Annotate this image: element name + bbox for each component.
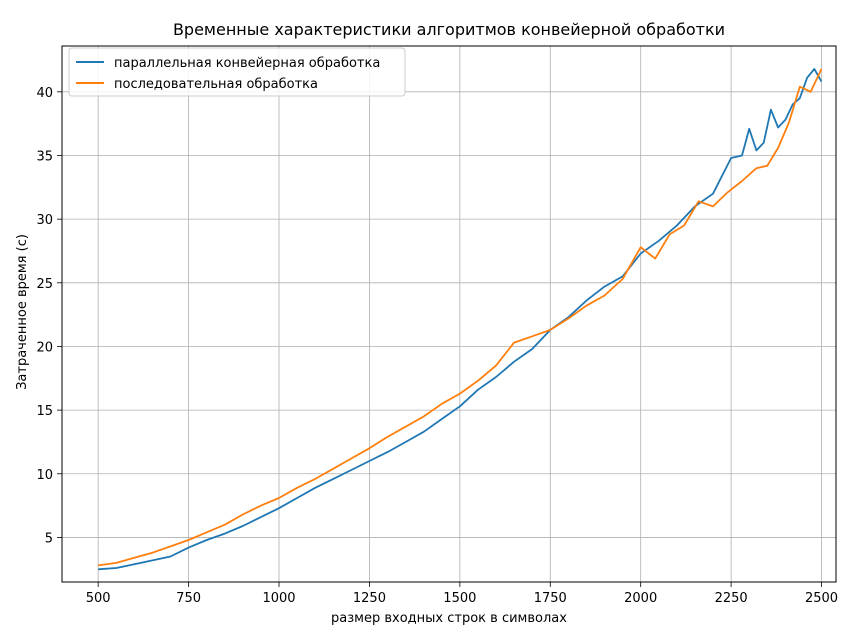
x-tick-label: 1250 <box>353 591 386 606</box>
series-line-0 <box>98 68 823 571</box>
x-axis: 500 750 1000 1250 1500 1750 2000 2250 2500 <box>86 582 838 606</box>
y-tick-label: 30 <box>36 213 53 228</box>
x-tick-label: 1500 <box>443 591 476 606</box>
plot-frame <box>61 45 837 583</box>
x-tick-label: 2250 <box>715 591 748 606</box>
x-tick-label: 2500 <box>805 591 838 606</box>
chart-title: Временные характеристики алгоритмов конв… <box>173 20 725 39</box>
x-axis-label: размер входных строк в символах <box>331 611 567 626</box>
x-tick-label: 1000 <box>262 591 295 606</box>
y-tick-label: 10 <box>36 468 53 483</box>
legend-label: параллельная конвейерная обработка <box>114 56 380 71</box>
x-tick-label: 750 <box>176 591 201 606</box>
x-tick-label: 2000 <box>624 591 657 606</box>
legend-box <box>68 47 406 97</box>
x-tick-label: 500 <box>86 591 111 606</box>
legend: параллельная конвейерная обработка послед… <box>68 47 406 97</box>
y-tick-label: 40 <box>36 86 53 101</box>
y-tick-label: 35 <box>36 149 53 164</box>
y-tick-label: 20 <box>36 340 53 355</box>
grid-lines <box>62 46 836 582</box>
y-axis-label: Затраченное время (с) <box>15 234 30 390</box>
series-layer <box>98 68 823 571</box>
series-line-1 <box>98 68 823 567</box>
y-axis: 5 10 15 20 25 30 35 40 <box>36 86 62 546</box>
y-tick-label: 25 <box>36 277 53 292</box>
y-tick-label: 5 <box>45 531 53 546</box>
legend-label: последовательная обработка <box>114 77 318 92</box>
y-tick-label: 15 <box>36 404 53 419</box>
x-tick-label: 1750 <box>534 591 567 606</box>
